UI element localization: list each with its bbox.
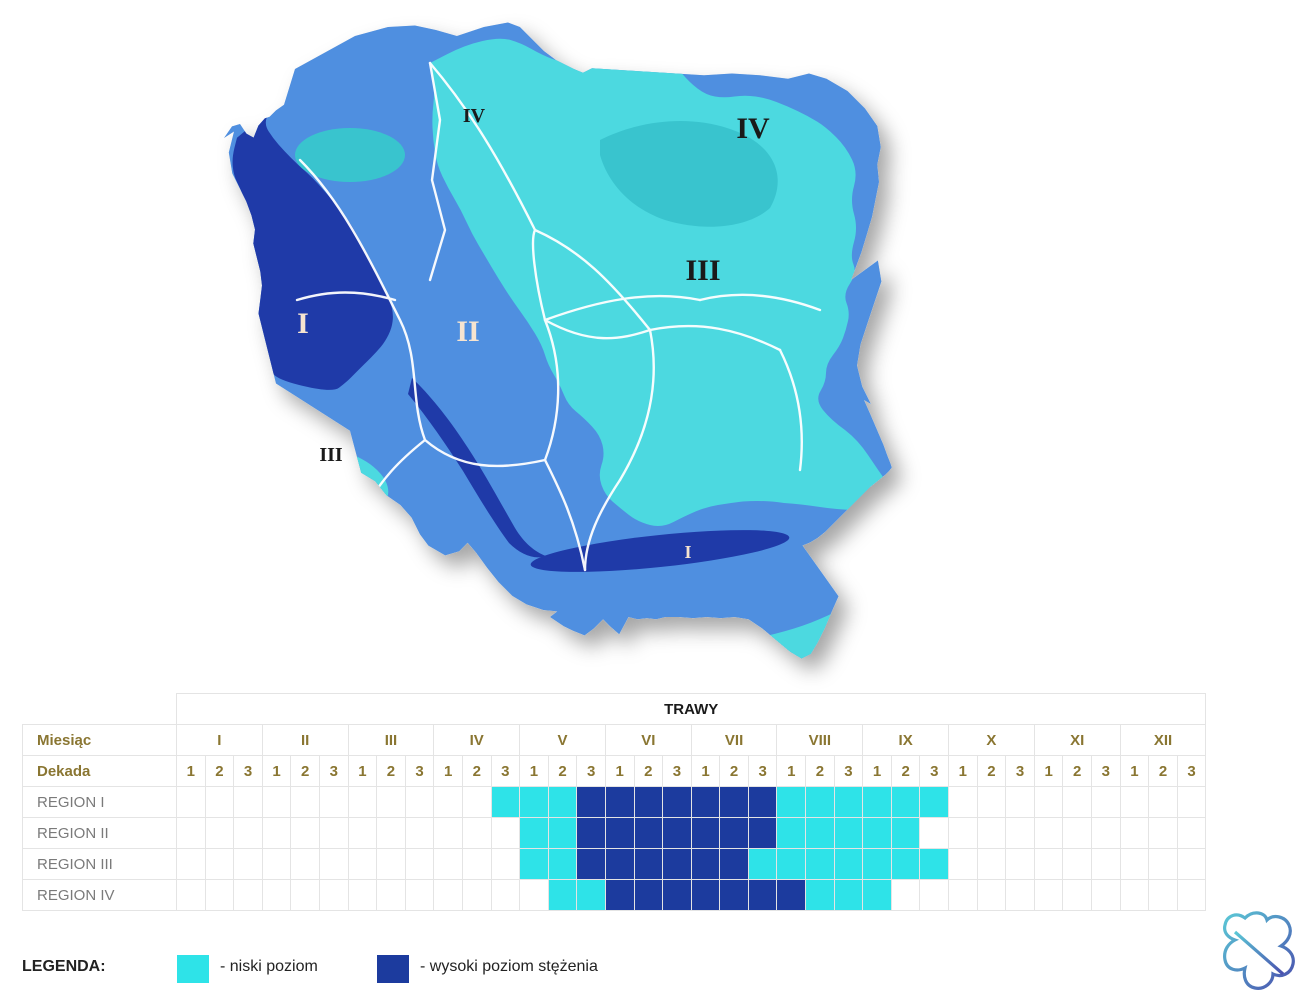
svg-text:I: I bbox=[684, 542, 691, 562]
svg-text:IV: IV bbox=[463, 105, 486, 127]
svg-text:IV: IV bbox=[736, 112, 770, 145]
svg-text:III: III bbox=[319, 444, 343, 466]
svg-text:I: I bbox=[297, 307, 309, 340]
svg-text:III: III bbox=[685, 254, 720, 287]
svg-text:II: II bbox=[456, 315, 479, 348]
